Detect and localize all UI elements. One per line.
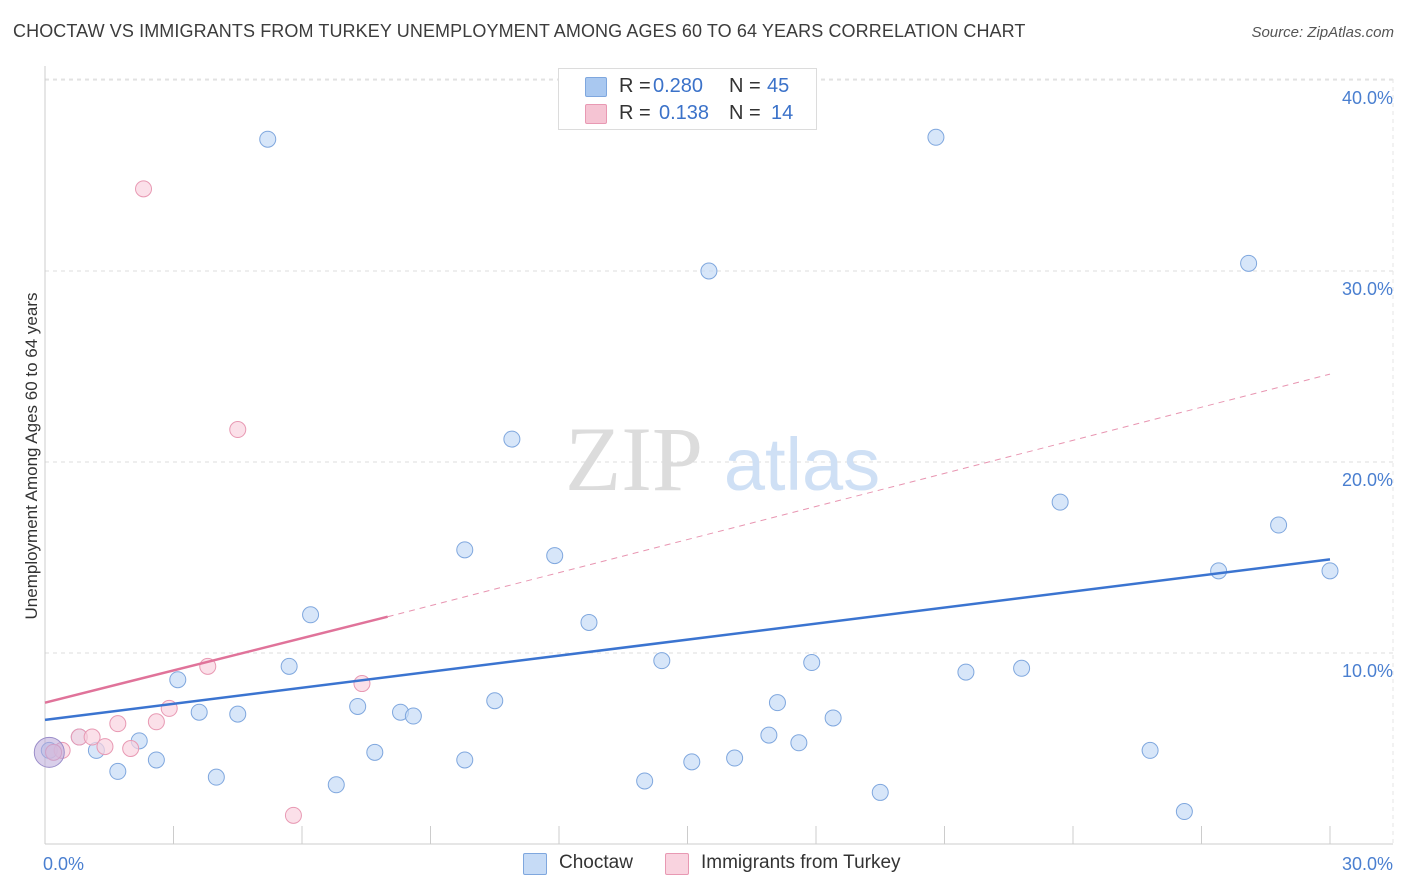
choctaw-point: [1270, 516, 1288, 534]
axes: [44, 66, 1393, 845]
choctaw-legend-swatch: [523, 853, 547, 875]
choctaw-point: [768, 694, 786, 712]
choctaw-point: [190, 703, 208, 721]
choctaw-point: [207, 768, 225, 786]
watermark-atlas: atlas: [724, 423, 880, 506]
x-tick-label: 0.0%: [43, 854, 84, 874]
choctaw-point: [280, 657, 298, 675]
choctaw-swatch: [585, 77, 607, 97]
choctaw-point: [580, 613, 598, 631]
choctaw-point: [824, 709, 842, 727]
choctaw-point: [636, 772, 654, 790]
choctaw-point: [1051, 493, 1069, 511]
chart-title: CHOCTAW VS IMMIGRANTS FROM TURKEY UNEMPL…: [13, 21, 1026, 41]
choctaw-point: [1210, 562, 1228, 580]
y-tick-label: 20.0%: [1342, 470, 1393, 490]
turkey-point: [96, 738, 114, 756]
turkey-legend-label: Immigrants from Turkey: [701, 852, 901, 873]
watermark-zip: ZIP: [565, 408, 703, 510]
turkey-legend-swatch: [665, 853, 689, 875]
choctaw-point: [169, 671, 187, 689]
turkey-point: [353, 675, 371, 693]
r-label: R =: [619, 102, 651, 124]
stats-legend: R = 0.280 N = 45 R = 0.138 N = 14: [558, 68, 817, 130]
turkey-point: [135, 180, 153, 198]
turkey-swatch: [585, 104, 607, 124]
choctaw-point: [1240, 254, 1258, 272]
choctaw-point: [1141, 741, 1159, 759]
choctaw-point: [302, 606, 320, 624]
r-label: R =: [619, 75, 651, 97]
choctaw-point: [1013, 659, 1031, 677]
choctaw-point: [349, 697, 367, 715]
watermark: ZIP atlas: [565, 408, 880, 510]
choctaw-point: [546, 547, 564, 565]
y-axis-label: Unemployment Among Ages 60 to 64 years: [22, 293, 41, 620]
choctaw-legend-label: Choctaw: [559, 852, 633, 873]
choctaw-point: [957, 663, 975, 681]
choctaw-point: [927, 128, 945, 146]
choctaw-point: [404, 707, 422, 725]
n-label: N =: [729, 102, 761, 124]
turkey-point: [122, 740, 140, 757]
choctaw-point: [726, 749, 744, 767]
cluster-point: [33, 736, 65, 768]
turkey-point: [229, 421, 247, 439]
choctaw-point: [486, 692, 504, 710]
trend-lines: [44, 373, 1331, 722]
choctaw-point: [1321, 562, 1339, 580]
choctaw-point: [109, 762, 127, 780]
source-label: Source: ZipAtlas.com: [1251, 24, 1394, 41]
n-label: N =: [729, 75, 761, 97]
r-value: 0.138: [659, 102, 710, 124]
x-tick-label: 30.0%: [1342, 854, 1393, 874]
choctaw-point: [790, 734, 808, 752]
grid-lines: [45, 78, 1394, 844]
turkey-trend-extension: [387, 373, 1331, 618]
choctaw-trend-line: [44, 558, 1331, 722]
choctaw-point: [229, 705, 247, 723]
choctaw-point: [456, 541, 474, 559]
r-value: 0.280: [653, 75, 704, 97]
y-tick-label: 40.0%: [1342, 88, 1393, 108]
turkey-point: [109, 715, 127, 733]
turkey-point: [83, 728, 101, 746]
choctaw-point: [760, 726, 778, 744]
choctaw-point: [259, 130, 277, 148]
choctaw-point: [503, 430, 521, 448]
y-tick-label: 10.0%: [1342, 661, 1393, 681]
choctaw-point: [700, 262, 718, 280]
x-tick-labels: 0.0% 30.0%: [43, 854, 1393, 874]
turkey-point: [147, 713, 165, 731]
choctaw-point: [803, 654, 821, 672]
choctaw-point: [683, 753, 701, 771]
choctaw-point: [456, 751, 474, 769]
y-tick-label: 30.0%: [1342, 279, 1393, 299]
turkey-point: [284, 806, 302, 824]
choctaw-point: [366, 743, 384, 761]
n-value: 45: [767, 75, 790, 97]
data-points: [33, 128, 1339, 824]
turkey-trend-line: [44, 615, 388, 704]
choctaw-point: [327, 776, 345, 794]
choctaw-point: [1175, 803, 1193, 821]
y-tick-labels: 10.0% 20.0% 30.0% 40.0%: [1342, 88, 1393, 681]
choctaw-point: [147, 751, 165, 769]
choctaw-point: [871, 783, 889, 801]
n-value: 14: [771, 102, 794, 124]
choctaw-point: [653, 652, 671, 670]
